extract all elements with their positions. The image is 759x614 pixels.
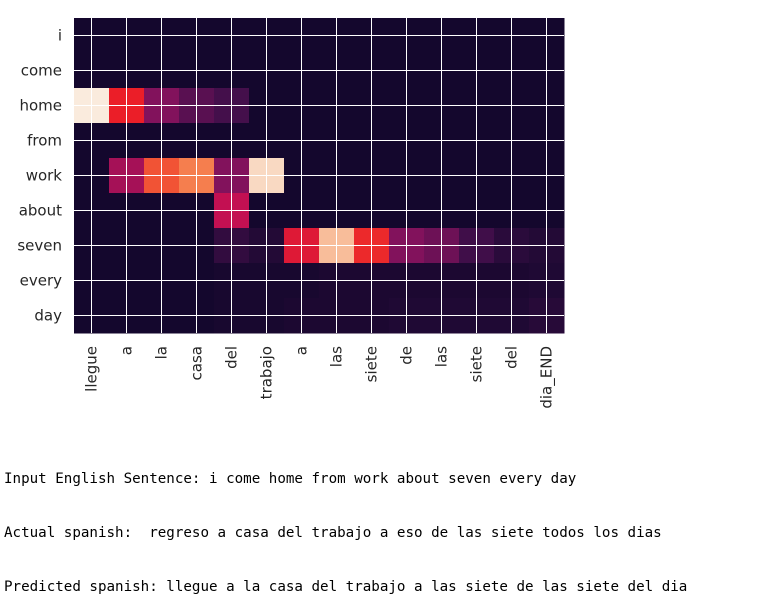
x-tick-label: del [223, 346, 241, 369]
input-sentence-line: Input English Sentence: i come home from… [4, 471, 577, 487]
x-tick-label: dia_END [538, 346, 557, 409]
x-axis-ticks: llegue a la casa del trabajo a las siete de las sie… [83, 346, 557, 409]
y-tick-label: work [26, 167, 63, 185]
attention-heatmap: i come home from work about seven every day lleg… [17, 18, 565, 409]
y-tick-label: day [34, 307, 62, 325]
y-tick-label: about [19, 202, 62, 220]
y-tick-label: home [19, 97, 62, 115]
x-tick-label: de [398, 346, 416, 365]
x-tick-label: llegue [83, 346, 101, 392]
y-tick-label: come [21, 62, 62, 80]
x-tick-label: trabajo [258, 346, 276, 399]
predicted-translation-line: Predicted spanish: llegue a la casa del … [4, 579, 688, 595]
x-tick-label: las [328, 346, 346, 367]
heatmap-grid [74, 18, 564, 333]
y-tick-label: i [58, 27, 62, 45]
y-tick-label: from [27, 132, 62, 150]
y-axis-ticks: i come home from work about seven every day [17, 27, 62, 325]
output-text: Input English Sentence: i come home from… [4, 434, 687, 614]
x-tick-label: la [153, 346, 171, 359]
y-tick-label: seven [17, 237, 62, 255]
y-tick-label: every [20, 272, 63, 290]
x-tick-label: las [433, 346, 451, 367]
x-tick-label: del [503, 346, 521, 369]
x-tick-label: casa [188, 346, 206, 380]
x-tick-label: a [118, 346, 136, 355]
x-tick-label: siete [468, 346, 486, 382]
x-tick-label: siete [363, 346, 381, 382]
x-tick-label: a [293, 346, 311, 355]
actual-translation-line: Actual spanish: regreso a casa del traba… [4, 525, 662, 541]
